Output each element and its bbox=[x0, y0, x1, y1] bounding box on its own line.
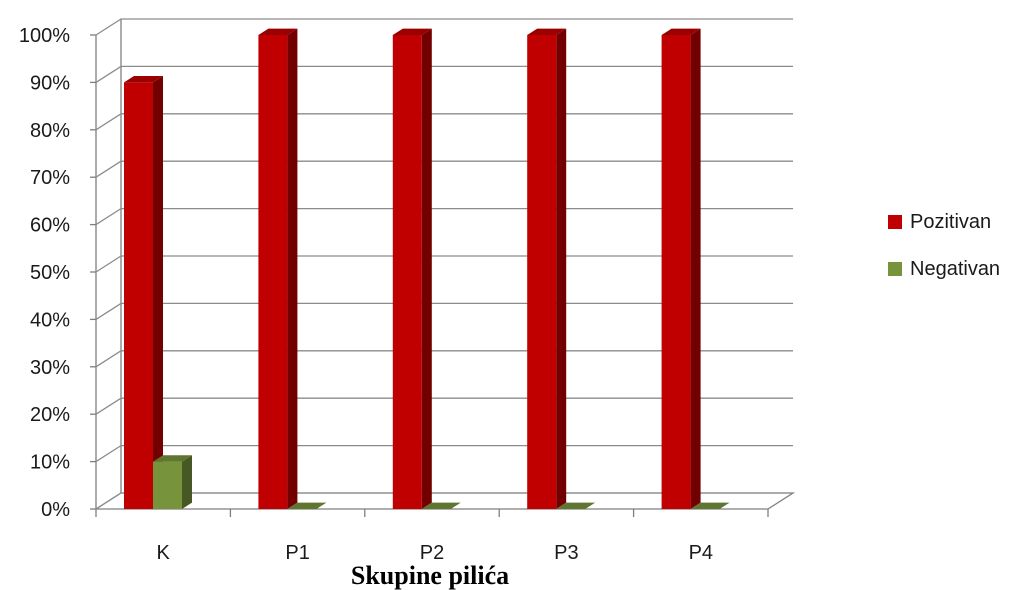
gridline bbox=[95, 113, 793, 131]
bar-front bbox=[124, 82, 153, 510]
gridline bbox=[95, 444, 793, 463]
x-tick-label: P1 bbox=[285, 542, 309, 564]
bar-negativan-k bbox=[153, 455, 192, 509]
bar-top bbox=[392, 28, 432, 35]
x-tick-label: K bbox=[157, 542, 171, 564]
bar-top bbox=[527, 28, 567, 35]
bar-top bbox=[258, 28, 298, 35]
bars bbox=[124, 28, 730, 510]
gridline bbox=[95, 207, 793, 226]
y-tick-label: 20% bbox=[30, 404, 70, 426]
y-tick-label: 10% bbox=[30, 452, 70, 474]
bar-top bbox=[556, 502, 596, 509]
y-tick-label: 60% bbox=[30, 215, 70, 237]
gridline bbox=[95, 160, 793, 178]
bar-pozitivan-p1 bbox=[258, 28, 298, 509]
bar-pozitivan-p2 bbox=[392, 28, 432, 509]
bar-top bbox=[690, 502, 730, 509]
legend-label-negativan: Negativan bbox=[910, 258, 1000, 280]
bar-front bbox=[661, 35, 691, 509]
bar-front bbox=[258, 35, 288, 509]
legend: Pozitivan Negativan bbox=[888, 211, 1000, 280]
x-axis-title: Skupine pilića bbox=[351, 561, 509, 590]
x-tick-label: P2 bbox=[420, 542, 444, 564]
legend-swatch-negativan bbox=[888, 262, 902, 276]
bar-side bbox=[287, 28, 298, 509]
legend-swatch-pozitivan bbox=[888, 215, 902, 229]
gridline bbox=[95, 492, 793, 510]
bar-side bbox=[690, 28, 701, 509]
gridline bbox=[95, 255, 793, 273]
y-axis: 0% 10% 20% 30% 40% 50% 60% 70% 80% 90% 100% bbox=[19, 25, 96, 521]
bar-negativan-p2 bbox=[421, 502, 461, 509]
gridline bbox=[95, 65, 793, 83]
bar-side bbox=[556, 28, 567, 509]
bar-front bbox=[153, 461, 182, 509]
x-tick-label: P4 bbox=[689, 542, 713, 564]
legend-label-pozitivan: Pozitivan bbox=[910, 211, 991, 233]
y-tick-label: 0% bbox=[41, 499, 70, 521]
y-tick-label: 90% bbox=[30, 72, 70, 94]
bar-negativan-p1 bbox=[287, 502, 327, 509]
bar-pozitivan-p4 bbox=[661, 28, 701, 509]
x-tick-label: P3 bbox=[554, 542, 578, 564]
bar-front bbox=[527, 35, 557, 509]
gridline bbox=[95, 302, 793, 320]
y-tick-label: 40% bbox=[30, 309, 70, 331]
gridline bbox=[95, 397, 793, 415]
gridline bbox=[95, 18, 793, 36]
y-tick-label: 100% bbox=[19, 25, 70, 47]
bar-pozitivan-k bbox=[124, 76, 163, 510]
y-tick-label: 30% bbox=[30, 357, 70, 379]
bar-pozitivan-p3 bbox=[527, 28, 567, 509]
x-axis: K P1 P2 P3 P4 bbox=[95, 509, 769, 564]
bar-front bbox=[392, 35, 422, 509]
bar-top bbox=[153, 455, 192, 462]
bar-side bbox=[182, 455, 192, 509]
gridlines bbox=[95, 18, 793, 510]
y-tick-label: 80% bbox=[30, 120, 70, 142]
y-tick-label: 70% bbox=[30, 167, 70, 189]
bar-negativan-p3 bbox=[556, 502, 596, 509]
bar-negativan-p4 bbox=[690, 502, 730, 509]
bar-side bbox=[153, 76, 163, 509]
bar-top bbox=[124, 76, 163, 83]
bar-side bbox=[421, 28, 432, 509]
bar-top bbox=[287, 502, 327, 509]
y-tick-label: 50% bbox=[30, 262, 70, 284]
bar-top bbox=[661, 28, 701, 35]
bar-top bbox=[421, 502, 461, 509]
gridline bbox=[95, 350, 793, 368]
